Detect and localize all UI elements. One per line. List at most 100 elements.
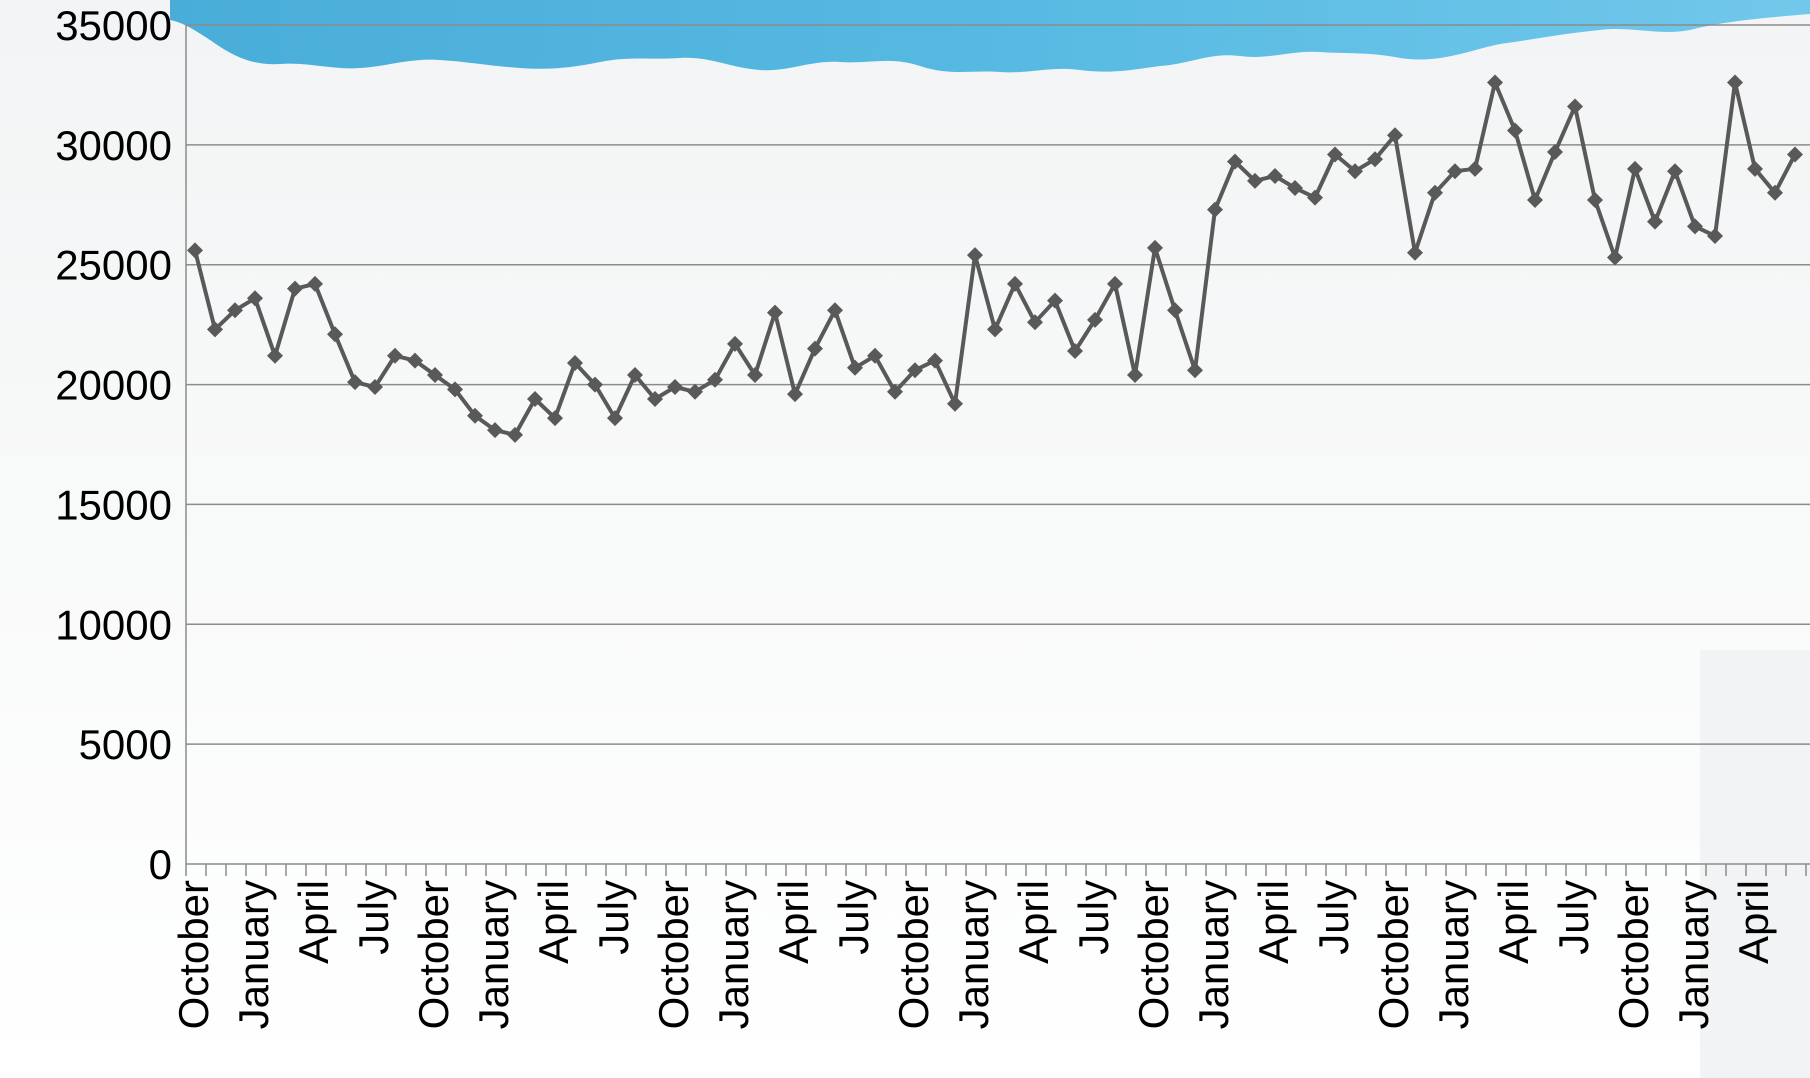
x-tick-label: October [1610,880,1657,1029]
data-point-marker [1707,227,1723,244]
y-tick-labels: 0 5000 10000 15000 20000 25000 30000 35000 [55,2,172,888]
y-tick-label: 15000 [55,481,172,528]
data-point-marker [287,280,303,297]
data-point-marker [307,275,323,292]
data-point-marker [1627,160,1643,177]
data-point-marker [1187,362,1203,379]
x-tick-label: July [590,880,637,955]
data-point-marker [427,366,443,383]
data-point-marker [567,354,583,371]
axes [185,25,1810,876]
data-point-marker [1327,146,1343,163]
data-point-marker [1227,153,1243,170]
data-point-marker [1067,343,1083,360]
data-point-marker [1787,146,1803,163]
data-point-marker [967,247,983,264]
x-tick-label: July [1070,880,1117,955]
y-tick-label: 10000 [55,601,172,648]
y-tick-label: 30000 [55,122,172,169]
data-point-marker [827,302,843,319]
data-point-marker [1447,163,1463,180]
data-point-marker [247,290,263,307]
data-point-marker [1207,201,1223,218]
data-point-marker [1587,191,1603,208]
y-tick-label: 5000 [79,721,172,768]
data-point-marker [1347,163,1363,180]
y-tick-label: 35000 [55,2,172,49]
x-tick-label: January [230,880,277,1029]
x-tick-label: January [1190,880,1237,1029]
x-tick-label: April [770,880,817,964]
x-tick-label: April [1010,880,1057,964]
y-tick-label: 20000 [55,362,172,409]
data-point-marker [487,422,503,439]
data-point-marker [1747,160,1763,177]
data-point-marker [587,376,603,393]
data-point-marker [347,374,363,391]
x-tick-label: October [650,880,697,1029]
data-point-marker [767,304,783,321]
data-point-marker [1047,292,1063,309]
data-point-marker [1647,213,1663,230]
data-point-marker [227,302,243,319]
data-point-marker [747,366,763,383]
x-tick-label: October [890,880,937,1029]
data-point-marker [1507,122,1523,139]
data-point-marker [607,410,623,427]
data-point-marker [1247,172,1263,189]
data-point-marker [547,410,563,427]
data-point-marker [927,352,943,369]
data-point-marker [267,347,283,364]
series-line-group [187,74,1803,443]
data-point-marker [1267,168,1283,185]
data-point-marker [407,352,423,369]
x-tick-labels: October January April July October January Apr… [170,880,1777,1029]
data-point-marker [447,381,463,398]
x-tick-label: January [1670,880,1717,1029]
data-point-marker [1467,160,1483,177]
data-point-marker [1387,127,1403,144]
data-point-marker [527,390,543,407]
x-tick-label: October [410,880,457,1029]
data-point-marker [1407,244,1423,261]
data-point-marker [207,321,223,338]
x-tick-label: January [710,880,757,1029]
data-point-marker [1167,302,1183,319]
y-tick-label: 0 [149,841,172,888]
data-point-marker [387,347,403,364]
data-point-marker [1007,275,1023,292]
data-point-marker [947,395,963,412]
data-point-marker [1487,74,1503,91]
data-point-marker [367,378,383,395]
data-point-marker [887,383,903,400]
x-tick-label: April [530,880,577,964]
data-point-marker [507,426,523,443]
data-point-marker [1607,249,1623,266]
data-point-marker [1027,314,1043,331]
x-tick-label: July [350,880,397,955]
x-tick-label: April [290,880,337,964]
data-point-marker [1367,151,1383,168]
data-point-marker [1667,163,1683,180]
x-tick-label: October [1130,880,1177,1029]
data-point-marker [1087,311,1103,328]
data-point-marker [667,378,683,395]
data-point-marker [1527,191,1543,208]
x-tick-label: October [1370,880,1417,1029]
x-tick-label: July [830,880,877,955]
data-point-marker [1767,184,1783,201]
data-point-marker [1567,98,1583,115]
data-point-marker [787,386,803,403]
data-point-marker [647,390,663,407]
data-point-marker [327,326,343,343]
x-tick-label: July [1550,880,1597,955]
x-tick-label: January [1430,880,1477,1029]
x-tick-label: October [170,880,217,1029]
data-point-marker [627,366,643,383]
data-point-marker [727,335,743,352]
data-point-marker [707,371,723,388]
x-tick-label: January [470,880,517,1029]
